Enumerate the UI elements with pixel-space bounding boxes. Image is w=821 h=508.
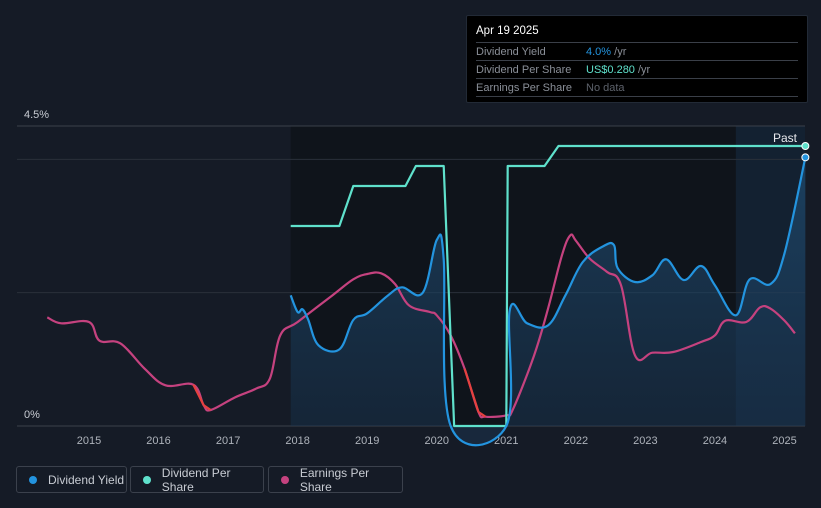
yield-end-marker [801,153,810,162]
x-tick-label: 2017 [216,435,240,447]
dividend-yield-area [290,157,806,446]
legend-dot-icon [29,475,37,484]
past-label: Past [773,131,798,145]
x-tick-label: 2024 [703,435,727,447]
eps-decline-segment [477,411,487,418]
tooltip-value-wrap: 4.0% /yr [586,46,626,58]
y-tick-label: 0% [24,409,40,421]
x-tick-label: 2019 [355,435,379,447]
tooltip-label: Dividend Per Share [476,64,572,76]
tooltip: Apr 19 2025 Dividend Yield 4.0% /yr Divi… [466,15,808,103]
legend-dividend-yield[interactable]: Dividend Yield [16,466,127,493]
x-tick-label: 2022 [564,435,588,447]
tooltip-row-yield: Dividend Yield 4.0% /yr [476,42,798,60]
tooltip-row-dps: Dividend Per Share US$0.280 /yr [476,60,798,78]
eps-decline-segment [203,404,212,411]
eps-decline-segment [192,384,205,406]
legend-label: Dividend Yield [48,472,125,487]
dps-line [290,144,806,428]
x-tick-label: 2015 [77,435,101,447]
eps-decline-segment [463,368,480,413]
legend-earnings-per-share[interactable]: Earnings Per Share [268,465,403,494]
x-tick-label: 2020 [425,435,449,447]
legend-dot-icon [143,475,151,484]
tooltip-label: Dividend Yield [476,46,546,58]
dps-end-marker [801,142,810,150]
tooltip-value-wrap: US$0.280 /yr [586,64,650,76]
x-tick-label: 2025 [772,435,796,447]
legend-label: Dividend Per Share [161,465,231,494]
tooltip-row-eps: Earnings Per Share No data [476,78,798,97]
tooltip-date: Apr 19 2025 [476,25,539,37]
tooltip-unit: /yr [611,46,627,58]
y-tick-label: 4.5% [24,109,49,121]
x-tick-label: 2018 [285,435,309,447]
legend-label: Earnings Per Share [299,465,370,494]
x-tick-label: 2023 [633,435,657,447]
x-tick-label: 2021 [494,435,518,447]
tooltip-value: No data [586,82,625,94]
tooltip-value: US$0.280 [586,64,635,76]
x-tick-label: 2016 [146,435,170,447]
dividend-yield-line [289,157,807,447]
legend-dividend-per-share[interactable]: Dividend Per Share [130,465,264,494]
legend-dot-icon [281,475,289,484]
tooltip-label: Earnings Per Share [476,82,572,94]
tooltip-unit: /yr [634,64,651,76]
tooltip-value: 4.0% [586,46,612,58]
